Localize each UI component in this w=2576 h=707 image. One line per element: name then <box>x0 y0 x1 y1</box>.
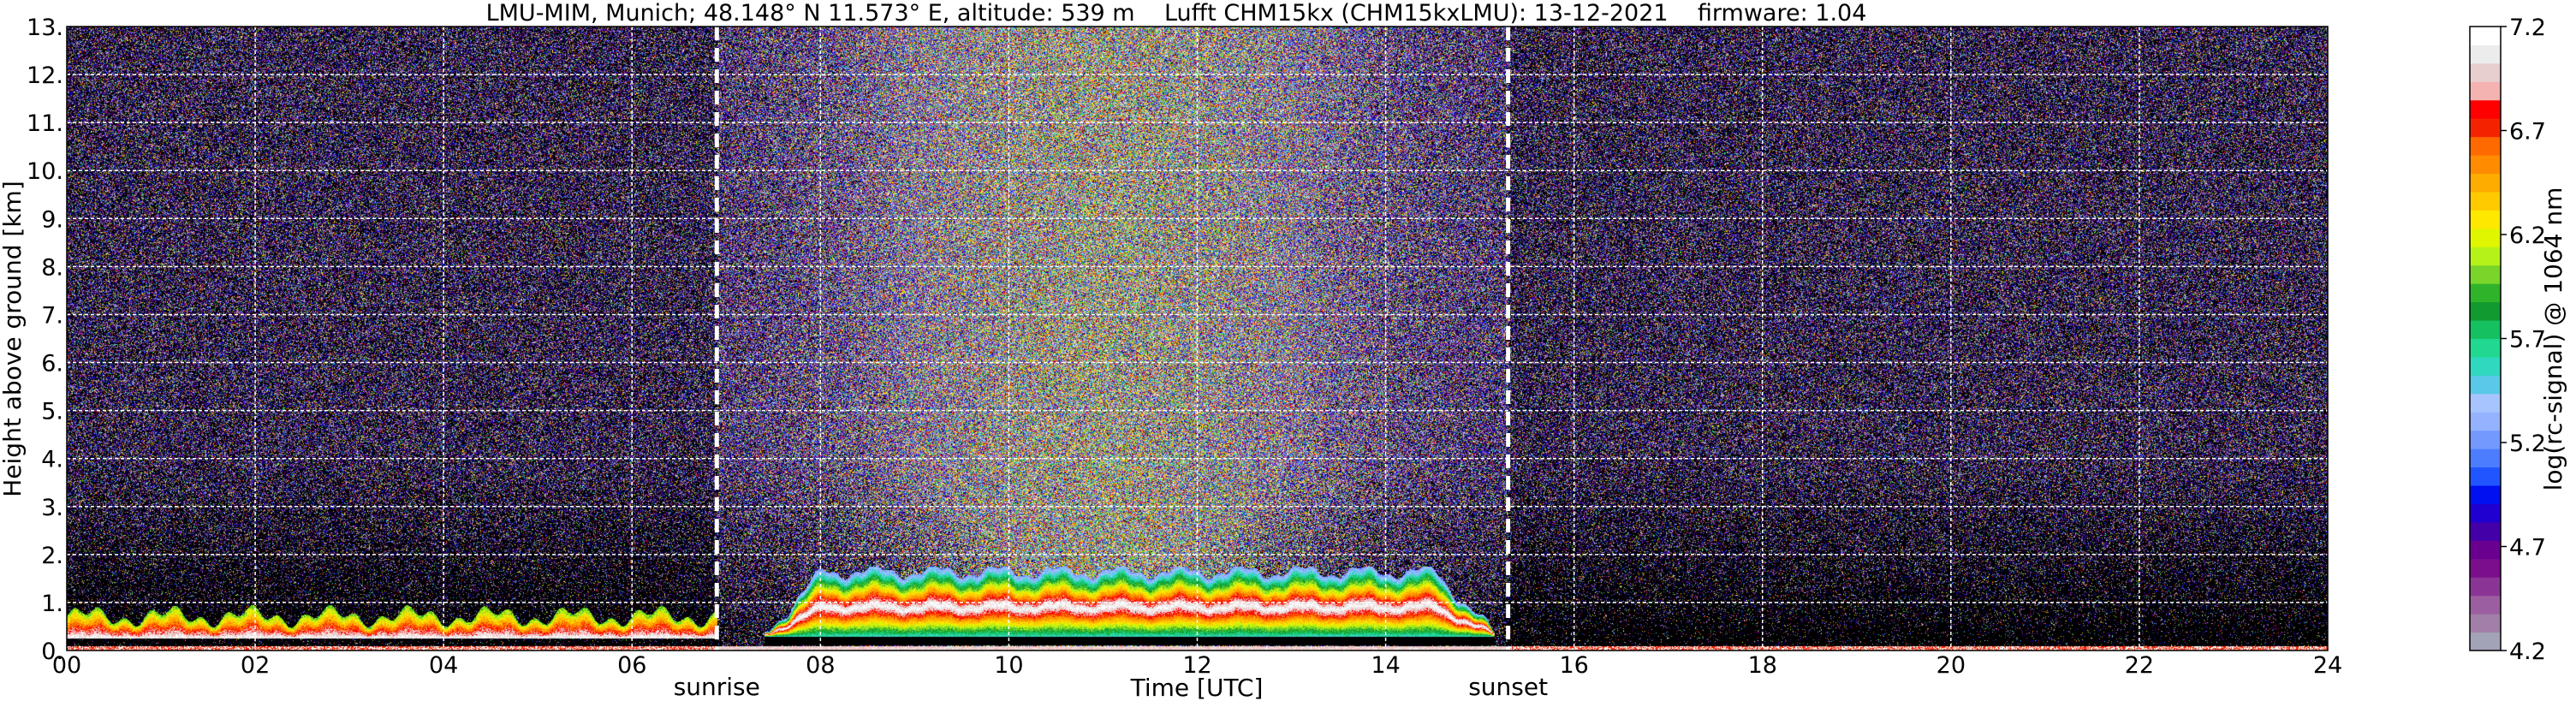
colorbar <box>2470 27 2501 651</box>
y-tick-label: 8. <box>41 254 63 281</box>
colorbar-tick-label: 6.7 <box>2509 119 2546 146</box>
x-tick-label: 22 <box>2125 652 2154 679</box>
colorbar-segment <box>2470 356 2501 376</box>
y-tick-label: 3. <box>41 495 63 521</box>
y-tick-label: 0. <box>41 639 63 665</box>
colorbar-segment <box>2470 301 2501 321</box>
colorbar-segment <box>2470 191 2501 211</box>
colorbar-segment <box>2470 264 2501 284</box>
y-tick-label: 2. <box>41 543 63 569</box>
colorbar-segment <box>2470 375 2501 395</box>
x-tick-label: 10 <box>994 652 1023 679</box>
x-tick-label: 08 <box>806 652 835 679</box>
colorbar-segment <box>2470 449 2501 468</box>
colorbar-segment <box>2470 632 2501 651</box>
colorbar-segment <box>2470 503 2501 523</box>
colorbar-tick-label: 4.7 <box>2509 535 2546 561</box>
y-tick-label: 9. <box>41 206 63 233</box>
colorbar-tick-label: 5.7 <box>2509 327 2546 354</box>
colorbar-tick-label: 5.2 <box>2509 431 2546 457</box>
x-tick-label: 24 <box>2313 652 2342 679</box>
plot-frame <box>66 26 2329 651</box>
sun-lines: sunrise sunset <box>674 27 1548 701</box>
colorbar-segment <box>2470 595 2501 615</box>
x-tick-label: 20 <box>1936 652 1966 679</box>
colorbar-tick-labels: 4.2 4.7 5.2 5.7 6.2 6.7 7.2 <box>2501 15 2546 665</box>
x-tick-label: 14 <box>1371 652 1400 679</box>
colorbar-segment <box>2470 136 2501 156</box>
y-tick-label: 12. <box>27 62 63 89</box>
colorbar-segment <box>2470 155 2501 175</box>
y-tick-label: 7. <box>41 302 63 329</box>
y-tick-label: 1. <box>41 591 63 617</box>
y-tick-label: 11. <box>27 110 63 137</box>
colorbar-segment <box>2470 210 2501 229</box>
colorbar-segment <box>2470 45 2501 64</box>
colorbar-segment <box>2470 81 2501 101</box>
chart-title: LMU-MIM, Munich; 48.148° N 11.573° E, al… <box>486 0 1867 27</box>
colorbar-segment <box>2470 118 2501 138</box>
x-gridlines <box>254 27 2140 651</box>
sunset-label: sunset <box>1468 673 1548 701</box>
colorbar-frame <box>2469 26 2502 651</box>
x-tick-label: 16 <box>1559 652 1588 679</box>
colorbar-segment <box>2470 412 2501 431</box>
colorbar-segment <box>2470 99 2501 119</box>
x-axis-label: Time [UTC] <box>1130 674 1264 702</box>
colorbar-segment <box>2470 27 2501 45</box>
sunrise-label: sunrise <box>674 673 760 701</box>
colorbar-segment <box>2470 393 2501 413</box>
colorbar-segment <box>2470 577 2501 597</box>
y-tick-label: 5. <box>41 399 63 425</box>
colorbar-segment <box>2470 540 2501 560</box>
x-tick-labels: 00 02 04 06 08 10 12 14 16 18 20 22 24 <box>52 652 2342 679</box>
colorbar-tick-label: 7.2 <box>2509 15 2546 41</box>
x-tick-label: 06 <box>617 652 646 679</box>
colorbar-segment <box>2470 247 2501 266</box>
colorbar-segment <box>2470 320 2501 339</box>
y-tick-label: 10. <box>27 158 63 185</box>
colorbar-segment <box>2470 558 2501 578</box>
x-tick-label: 00 <box>52 652 81 679</box>
colorbar-segment <box>2470 521 2501 541</box>
colorbar-segment <box>2470 614 2501 633</box>
colorbar-segment <box>2470 485 2501 504</box>
y-tick-label: 6. <box>41 351 63 377</box>
colorbar-segment <box>2470 338 2501 358</box>
x-tick-label: 12 <box>1182 652 1211 679</box>
y-axis-label: Height above ground [km] <box>0 181 27 497</box>
colorbar-segment <box>2470 173 2501 193</box>
colorbar-tick-label: 6.2 <box>2509 223 2546 249</box>
colorbar-segment <box>2470 466 2501 486</box>
colorbar-segment <box>2470 430 2501 449</box>
x-tick-label: 04 <box>429 652 458 679</box>
colorbar-segment <box>2470 283 2501 303</box>
y-tick-labels: 0. 1. 2. 3. 4. 5. 6. 7. 8. 9. 10. 11. 12. 13. <box>27 15 63 665</box>
x-tick-label: 02 <box>241 652 270 679</box>
x-tick-label: 18 <box>1748 652 1777 679</box>
y-tick-label: 4. <box>41 447 63 473</box>
colorbar-segment <box>2470 62 2501 82</box>
colorbar-label: log(rc-signal) @ 1064 nm <box>2539 187 2567 491</box>
colorbar-segment <box>2470 228 2501 247</box>
colorbar-tick-label: 4.2 <box>2509 639 2546 665</box>
y-tick-label: 13. <box>27 15 63 41</box>
